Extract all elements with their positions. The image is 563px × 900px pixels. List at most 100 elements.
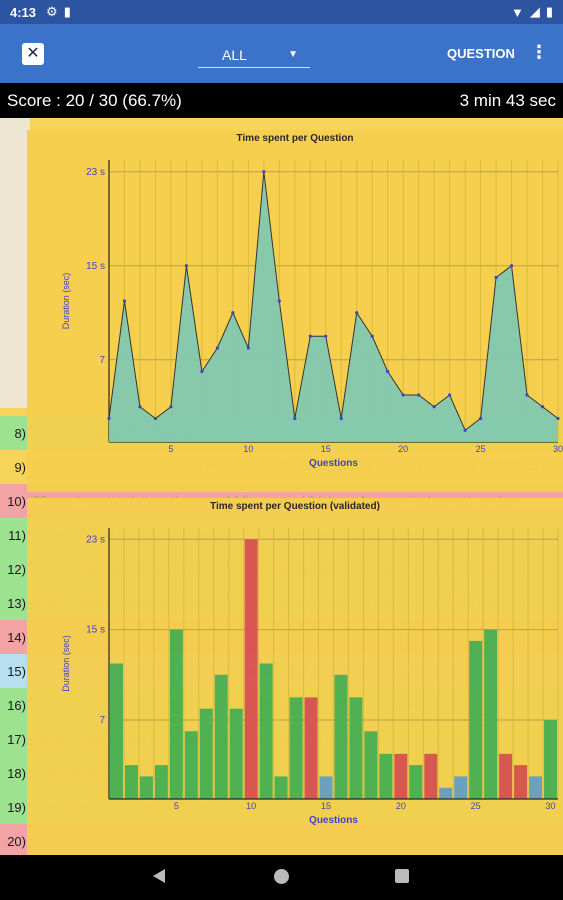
bar-correct (124, 765, 138, 799)
close-icon[interactable]: ✕ (22, 43, 44, 65)
bar-wrong (304, 697, 318, 799)
area-xtick-label: 5 (168, 444, 173, 454)
bar-correct (199, 708, 213, 799)
question-number: 12) (0, 552, 29, 586)
bar-wrong (244, 539, 258, 799)
summary-card-ghost (0, 118, 30, 408)
bar-x-axis-label: Questions (309, 815, 358, 826)
area-xtick-label: 30 (553, 444, 563, 454)
bar-correct (364, 731, 378, 799)
bar-correct (229, 708, 243, 799)
area-data-point (324, 334, 328, 338)
bar-xtick-label: 20 (396, 801, 406, 811)
area-chart-group: 7 15 s 23 s 5 10 15 20 25 30 Questions Duration (s… (61, 160, 563, 469)
area-data-point (370, 334, 374, 338)
bar-correct (544, 719, 557, 799)
bar-xtick-label: 15 (321, 801, 331, 811)
area-data-point (246, 346, 250, 350)
area-xtick-label: 25 (476, 444, 486, 454)
bar-unanswered (439, 787, 453, 799)
score-bar: Score : 20 / 30 (66.7%) 3 min 43 sec (0, 83, 563, 118)
question-number: 17) (0, 722, 29, 756)
area-data-point (169, 405, 173, 409)
area-ytick-label: 15 s (86, 261, 105, 272)
status-bar: 4:13 ⚙ ▮ ▼ ◢ ▮ (0, 0, 563, 24)
area-data-point (308, 334, 312, 338)
question-button[interactable]: QUESTION (447, 46, 515, 61)
bar-xtick-label: 30 (546, 801, 556, 811)
question-number: 19) (0, 790, 29, 824)
bar-correct (259, 663, 273, 799)
area-data-point (153, 416, 158, 421)
area-ytick-label: 23 s (86, 167, 105, 178)
area-data-point (401, 393, 405, 397)
area-x-axis-label: Questions (309, 458, 358, 469)
bar-correct (274, 776, 288, 799)
bar-correct (139, 776, 153, 799)
area-data-point (277, 299, 281, 303)
bar-unanswered (454, 776, 468, 799)
time-chart-title: Time spent per Question (236, 133, 354, 144)
bar-wrong (499, 753, 513, 799)
area-data-point (200, 369, 204, 374)
area-data-point (556, 416, 560, 421)
area-series-line (108, 171, 559, 432)
bar-correct (349, 697, 363, 799)
area-data-point (107, 416, 111, 421)
area-data-point (540, 405, 545, 409)
bar-correct (154, 765, 168, 799)
bar-correct (334, 674, 348, 799)
more-options-icon[interactable]: ⋮ (530, 42, 548, 62)
bar-unanswered (529, 776, 543, 799)
question-number: 11) (0, 518, 29, 552)
home-nav-icon[interactable] (274, 869, 289, 884)
bar-xtick-label: 5 (174, 801, 179, 811)
chevron-down-icon: ▼ (288, 49, 298, 60)
bar-correct (289, 697, 303, 799)
time-chart-panel: Time spent per Question 7 15 s 23 s 5 10 15 20… (27, 130, 563, 492)
settings-gear-icon: ⚙ (46, 4, 58, 19)
bar-wrong (514, 765, 528, 799)
navigation-bar (0, 855, 563, 900)
question-number: 16) (0, 688, 29, 722)
area-xtick-label: 10 (243, 444, 253, 454)
area-data-point (355, 311, 359, 315)
bar-chart-group: 7 15 s 23 s 5 10 15 20 25 30 Questions Duration (s… (61, 528, 559, 826)
sd-card-icon: ▮ (63, 4, 71, 19)
bar-correct (184, 731, 198, 799)
bar-xtick-label: 10 (246, 801, 256, 811)
question-number: 10) (0, 484, 29, 518)
question-number: 15) (0, 654, 29, 688)
area-data-point (184, 264, 189, 268)
area-series-fill (109, 171, 558, 442)
area-data-point (417, 393, 421, 397)
results-content: 8)2 sec: Company profits were ... 9)8 se… (0, 118, 563, 855)
bar-y-axis-label: Duration (sec) (61, 635, 71, 692)
area-xtick-label: 15 (321, 444, 331, 454)
bar-correct (409, 765, 423, 799)
area-data-point (494, 275, 498, 280)
recents-nav-icon[interactable] (395, 869, 409, 883)
question-number: 9) (0, 450, 29, 484)
bar-correct (169, 629, 183, 799)
back-nav-icon[interactable] (153, 869, 165, 883)
bar-wrong (424, 753, 438, 799)
validated-chart-title: Time spent per Question (validated) (210, 501, 380, 512)
filter-dropdown[interactable]: ALL ▼ (198, 42, 310, 68)
filter-label: ALL (222, 46, 247, 63)
bar-wrong (394, 753, 408, 799)
total-duration: 3 min 43 sec (459, 90, 556, 110)
bar-ytick-label: 7 (99, 715, 105, 726)
area-ytick-label: 7 (99, 355, 105, 366)
area-data-point (262, 170, 266, 174)
signal-icon: ◢ (529, 4, 540, 19)
area-data-point (432, 405, 436, 409)
bar-correct (379, 753, 393, 799)
area-data-point (525, 393, 529, 397)
score-label: Score : 20 / 30 (66.7%) (7, 90, 182, 110)
area-data-point (122, 299, 127, 303)
bar-ytick-label: 23 s (86, 534, 105, 545)
question-number: 18) (0, 756, 29, 790)
bar-xtick-label: 25 (471, 801, 481, 811)
toolbar: ✕ ALL ▼ QUESTION ⋮ (0, 24, 563, 83)
